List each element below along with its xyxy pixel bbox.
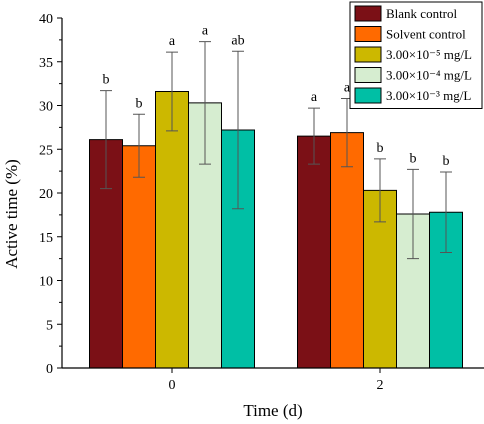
legend-swatch (354, 67, 382, 83)
legend-label: 3.00×10⁻⁴ mg/L (386, 68, 472, 83)
significance-label: b (377, 141, 384, 156)
x-tick-label: 0 (169, 378, 176, 393)
significance-label: b (136, 96, 143, 111)
legend-swatch (354, 5, 382, 22)
legend-label: Solvent control (386, 27, 466, 42)
y-tick-label: 0 (46, 362, 53, 377)
legend-swatch (354, 87, 382, 104)
significance-label: a (169, 34, 176, 49)
significance-label: a (311, 90, 318, 105)
bar (155, 91, 189, 369)
legend-swatch (354, 26, 382, 42)
y-tick-label: 15 (39, 231, 53, 246)
legend: Blank control Solvent control 3.00×10⁻⁵ mg… (349, 1, 483, 109)
significance-label: a (202, 24, 209, 39)
y-tick-label: 10 (39, 275, 53, 290)
y-tick-label: 20 (39, 187, 53, 202)
y-tick-label: 25 (39, 143, 53, 158)
y-tick-label: 30 (39, 100, 53, 115)
significance-label: a (344, 81, 351, 96)
legend-label: Blank control (386, 6, 458, 21)
bar (297, 135, 331, 369)
significance-label: ab (231, 33, 244, 48)
x-axis-title: Time (d) (243, 401, 302, 420)
legend-swatch (354, 46, 382, 63)
y-tick-label: 35 (39, 56, 53, 71)
legend-label: 3.00×10⁻³ mg/L (386, 88, 471, 103)
axes-layer: 0 5 10 15 20 25 30 35 40 0 2 (39, 12, 484, 393)
y-tick-label: 5 (46, 318, 53, 333)
significance-label: b (103, 73, 110, 88)
y-axis-title: Active time (%) (2, 159, 21, 269)
bars-layer (89, 91, 463, 369)
y-tick-label: 40 (39, 12, 53, 27)
bar (122, 145, 156, 369)
legend-label: 3.00×10⁻⁵ mg/L (386, 47, 472, 62)
significance-label: b (443, 154, 450, 169)
error-bars-layer (100, 41, 452, 260)
bar (330, 132, 364, 369)
significance-label: b (410, 151, 417, 166)
x-tick-label: 2 (377, 378, 384, 393)
